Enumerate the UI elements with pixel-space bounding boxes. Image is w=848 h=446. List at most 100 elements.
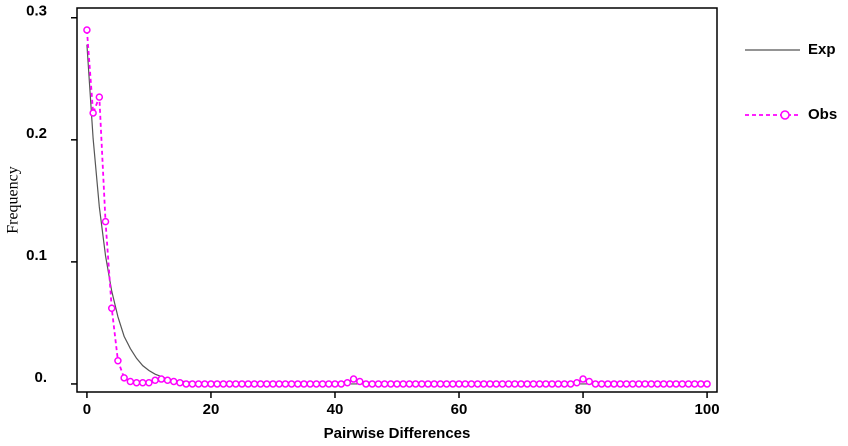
data-point: [244, 380, 252, 388]
data-point: [201, 380, 209, 388]
data-point: [281, 380, 290, 388]
data-point: [374, 380, 383, 388]
data-point: [325, 380, 333, 388]
data-point: [628, 380, 637, 388]
data-point: [312, 380, 321, 388]
data-point: [101, 217, 110, 226]
data-point: [697, 380, 705, 388]
data-point: [641, 380, 649, 388]
data-point: [380, 380, 389, 388]
data-point: [548, 380, 556, 388]
data-point: [95, 93, 104, 101]
data-point: [542, 380, 550, 388]
data-point: [498, 380, 507, 388]
data-point: [362, 380, 370, 388]
data-point: [213, 380, 221, 388]
y-tick-label: 0.3: [26, 3, 47, 20]
data-point: [294, 380, 302, 388]
data-point: [430, 380, 438, 388]
data-point: [616, 380, 625, 388]
x-tick-label: 20: [203, 401, 220, 418]
data-point: [579, 375, 587, 383]
data-point: [263, 380, 271, 388]
y-axis-label: Frequency: [5, 166, 22, 234]
legend-label: Obs: [808, 106, 837, 123]
legend-marker: [780, 110, 790, 120]
data-point: [126, 377, 135, 386]
data-point: [585, 377, 593, 386]
plot-frame: [76, 7, 718, 393]
data-point: [207, 380, 215, 388]
data-point: [604, 380, 612, 388]
data-point: [169, 377, 178, 386]
data-point: [535, 380, 544, 388]
data-point: [145, 378, 153, 387]
data-point: [473, 380, 482, 388]
data-point: [517, 380, 525, 388]
x-tick-label: 60: [451, 401, 468, 418]
data-point: [107, 304, 116, 313]
data-point: [591, 380, 600, 388]
series-line: [86, 29, 708, 385]
data-point: [405, 380, 414, 388]
data-point: [529, 380, 538, 388]
data-point: [424, 380, 432, 388]
data-point: [176, 378, 184, 387]
data-point: [467, 380, 476, 388]
data-point: [703, 380, 711, 388]
x-tick-label: 40: [327, 401, 344, 418]
data-point: [225, 380, 234, 388]
data-point: [300, 380, 308, 388]
series-line: [86, 44, 708, 385]
data-point: [232, 380, 240, 388]
data-point: [138, 378, 147, 387]
data-point: [393, 380, 401, 388]
data-point: [157, 375, 166, 383]
data-point: [163, 376, 172, 385]
data-point: [684, 380, 693, 388]
data-point: [368, 380, 376, 388]
data-point: [566, 380, 575, 388]
data-point: [597, 380, 606, 388]
data-point: [511, 380, 519, 388]
data-point: [132, 378, 141, 387]
data-point: [554, 380, 562, 388]
x-tick-label: 0: [83, 401, 91, 418]
y-tick-label: 0.: [34, 369, 47, 386]
data-point: [287, 380, 296, 388]
data-point: [349, 375, 358, 383]
data-point: [560, 380, 569, 388]
data-point: [678, 380, 687, 388]
data-point: [480, 380, 488, 388]
data-point: [418, 380, 426, 388]
data-point: [622, 380, 631, 388]
data-point: [635, 380, 643, 388]
data-point: [256, 380, 265, 388]
x-tick-label: 100: [695, 401, 720, 418]
data-point: [449, 380, 457, 388]
x-axis-label: Pairwise Differences: [324, 425, 471, 442]
data-point: [486, 380, 494, 388]
data-point: [690, 380, 699, 388]
data-point: [523, 380, 531, 388]
data-point: [442, 380, 451, 388]
data-point: [337, 380, 345, 388]
data-point: [219, 380, 228, 388]
data-point: [436, 380, 445, 388]
data-point: [461, 380, 469, 388]
data-point: [83, 26, 91, 34]
data-point: [306, 380, 314, 388]
data-point: [194, 380, 203, 388]
data-point: [647, 380, 656, 388]
y-tick-label: 0.2: [26, 125, 47, 142]
data-point: [455, 380, 463, 388]
data-point: [411, 380, 420, 388]
data-point: [275, 380, 283, 388]
data-point: [399, 380, 407, 388]
data-point: [331, 380, 339, 388]
legend-label: Exp: [808, 41, 836, 58]
data-point: [89, 109, 97, 117]
data-point: [653, 380, 662, 388]
data-point: [151, 376, 159, 385]
